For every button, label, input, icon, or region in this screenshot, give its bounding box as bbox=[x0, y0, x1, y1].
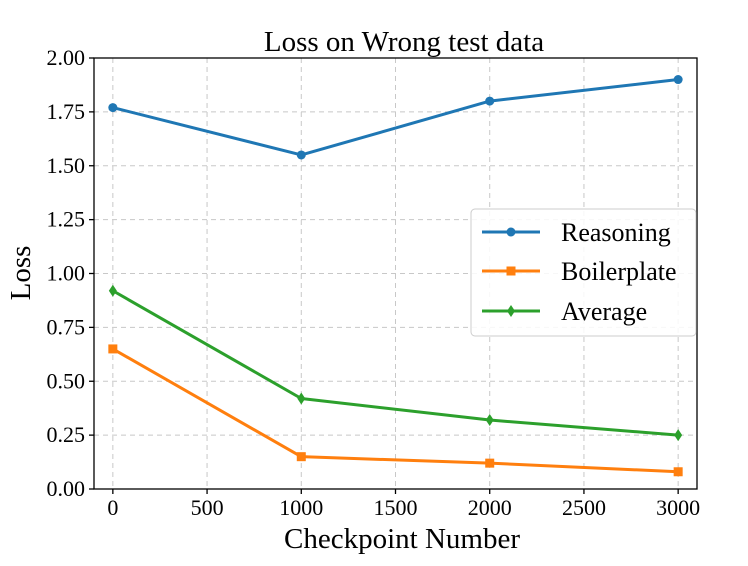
legend-marker-reasoning bbox=[506, 227, 516, 237]
series-reasoning bbox=[108, 75, 683, 160]
data-point-boilerplate bbox=[485, 458, 495, 468]
x-tick-label: 500 bbox=[191, 495, 224, 520]
series-line-average bbox=[112, 289, 679, 437]
legend-item-reasoning: Reasoning bbox=[482, 218, 671, 247]
x-tick-label: 2500 bbox=[562, 495, 606, 520]
data-point-average bbox=[674, 429, 683, 442]
legend-label-reasoning: Reasoning bbox=[561, 218, 671, 247]
y-tick-label: 0.25 bbox=[47, 422, 86, 447]
series-layer bbox=[108, 75, 683, 477]
legend-box bbox=[470, 208, 697, 337]
data-point-reasoning bbox=[296, 150, 306, 160]
y-tick-label: 1.25 bbox=[47, 207, 86, 232]
x-axis: 0 500 1000 1500 2000 2500 3000 bbox=[107, 489, 700, 520]
y-tick-label: 0.75 bbox=[47, 314, 86, 339]
y-tick-label: 2.00 bbox=[47, 45, 86, 70]
x-tick-label: 2000 bbox=[468, 495, 512, 520]
series-boilerplate bbox=[108, 344, 683, 477]
y-tick-label: 0.50 bbox=[47, 368, 86, 393]
x-tick-label: 3000 bbox=[656, 495, 700, 520]
legend-marker-boilerplate bbox=[506, 266, 516, 276]
data-point-reasoning bbox=[673, 75, 683, 85]
series-line-reasoning bbox=[112, 78, 679, 157]
data-point-average bbox=[297, 392, 306, 405]
legend-label-boilerplate: Boilerplate bbox=[561, 257, 677, 286]
data-point-reasoning bbox=[108, 103, 118, 113]
y-axis-label: Loss bbox=[5, 246, 37, 301]
data-point-average bbox=[485, 414, 494, 427]
data-point-boilerplate bbox=[108, 344, 118, 354]
y-tick-label: 1.50 bbox=[47, 153, 86, 178]
legend-item-boilerplate: Boilerplate bbox=[482, 257, 677, 286]
legend-label-average: Average bbox=[561, 297, 647, 326]
y-tick-label: 1.00 bbox=[47, 261, 86, 286]
series-line-boilerplate bbox=[112, 347, 679, 474]
data-point-boilerplate bbox=[296, 452, 306, 462]
y-tick-label: 1.75 bbox=[47, 99, 86, 124]
series-average bbox=[108, 284, 683, 442]
y-axis: 0.00 0.25 0.50 0.75 1.00 1.25 1.50 1.75 2.00 bbox=[47, 45, 94, 501]
x-tick-label: 1500 bbox=[374, 495, 418, 520]
legend-marker-average bbox=[507, 305, 515, 317]
data-point-average bbox=[108, 284, 117, 297]
data-point-boilerplate bbox=[673, 467, 683, 477]
data-point-reasoning bbox=[485, 96, 495, 106]
chart-title: Loss on Wrong test data bbox=[264, 26, 544, 58]
x-tick-label: 1000 bbox=[279, 495, 323, 520]
legend: Reasoning Boilerplate Average bbox=[470, 208, 697, 337]
y-tick-label: 0.00 bbox=[47, 476, 86, 501]
x-axis-label: Checkpoint Number bbox=[284, 523, 520, 555]
legend-item-average: Average bbox=[482, 297, 647, 326]
x-tick-label: 0 bbox=[107, 495, 118, 520]
